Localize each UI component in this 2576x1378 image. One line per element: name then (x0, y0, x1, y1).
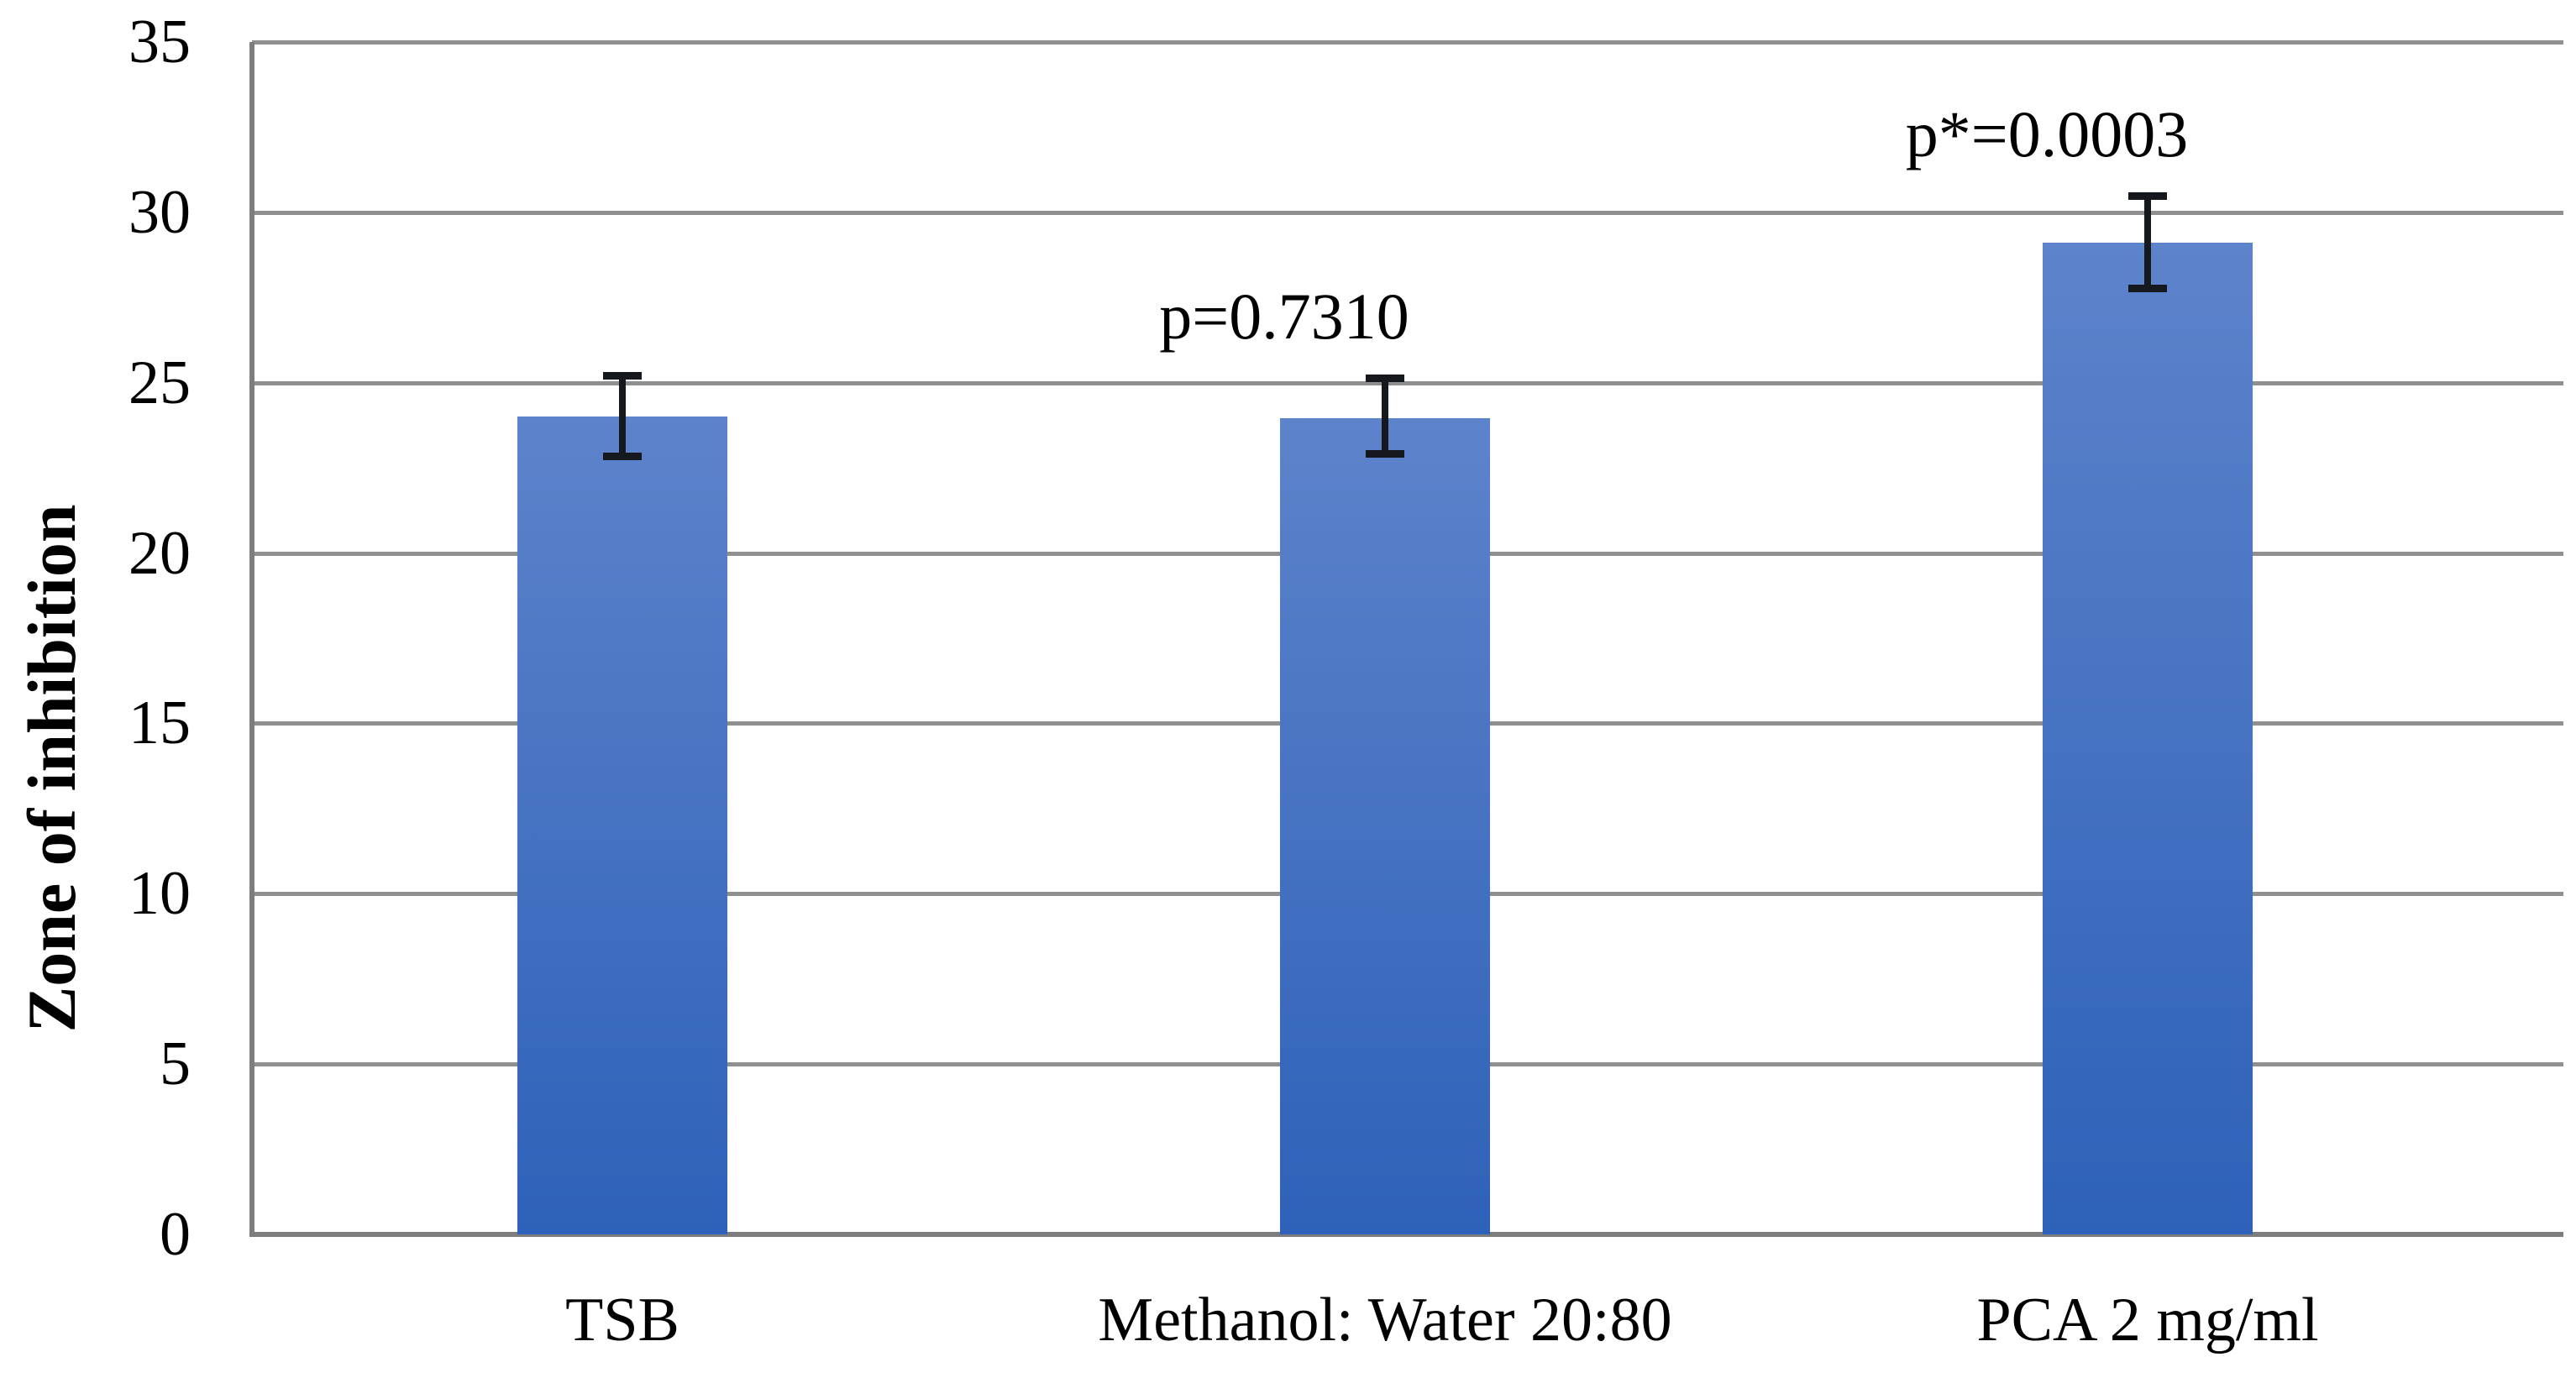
x-axis-label-1: TSB (565, 1286, 679, 1354)
y-tick-label-15: 15 (129, 689, 191, 758)
y-tick-label-5: 5 (160, 1030, 191, 1099)
y-tick-label-25: 25 (129, 348, 191, 417)
p-value-annotation: p=0.7310 (1159, 279, 1409, 353)
error-bar-cap-top (603, 371, 642, 380)
gridline-25 (252, 380, 2563, 385)
y-axis-line (249, 42, 254, 1234)
y-tick-label-30: 30 (129, 177, 191, 247)
error-bar-line (2144, 193, 2151, 291)
gridline-30 (252, 210, 2563, 215)
x-axis-line (249, 1232, 2563, 1237)
bar-tsb (517, 417, 727, 1234)
error-bar-cap-bottom (2128, 285, 2167, 293)
y-tick-label-0: 0 (160, 1200, 191, 1269)
y-tick-label-35: 35 (129, 8, 191, 76)
p-value-annotation: p*=0.0003 (1905, 97, 2189, 170)
bar-methanol-water-20-80 (1280, 418, 1490, 1234)
y-tick-label-10: 10 (129, 859, 191, 929)
x-axis-label-2: Methanol: Water 20:80 (1098, 1286, 1672, 1354)
plot-area (249, 40, 2563, 1237)
gridline-35 (252, 40, 2563, 45)
y-tick-label-20: 20 (129, 518, 191, 588)
error-bar-line (1382, 375, 1388, 456)
error-bar-cap-bottom (603, 452, 642, 460)
error-bar-line (619, 373, 626, 458)
bar-pca-2-mg-ml (2043, 243, 2253, 1234)
error-bar-cap-top (1366, 374, 1404, 382)
x-axis-label-3: PCA 2 mg/ml (1976, 1286, 2319, 1354)
error-bar-cap-top (2128, 191, 2167, 200)
error-bar-cap-bottom (1366, 449, 1404, 458)
